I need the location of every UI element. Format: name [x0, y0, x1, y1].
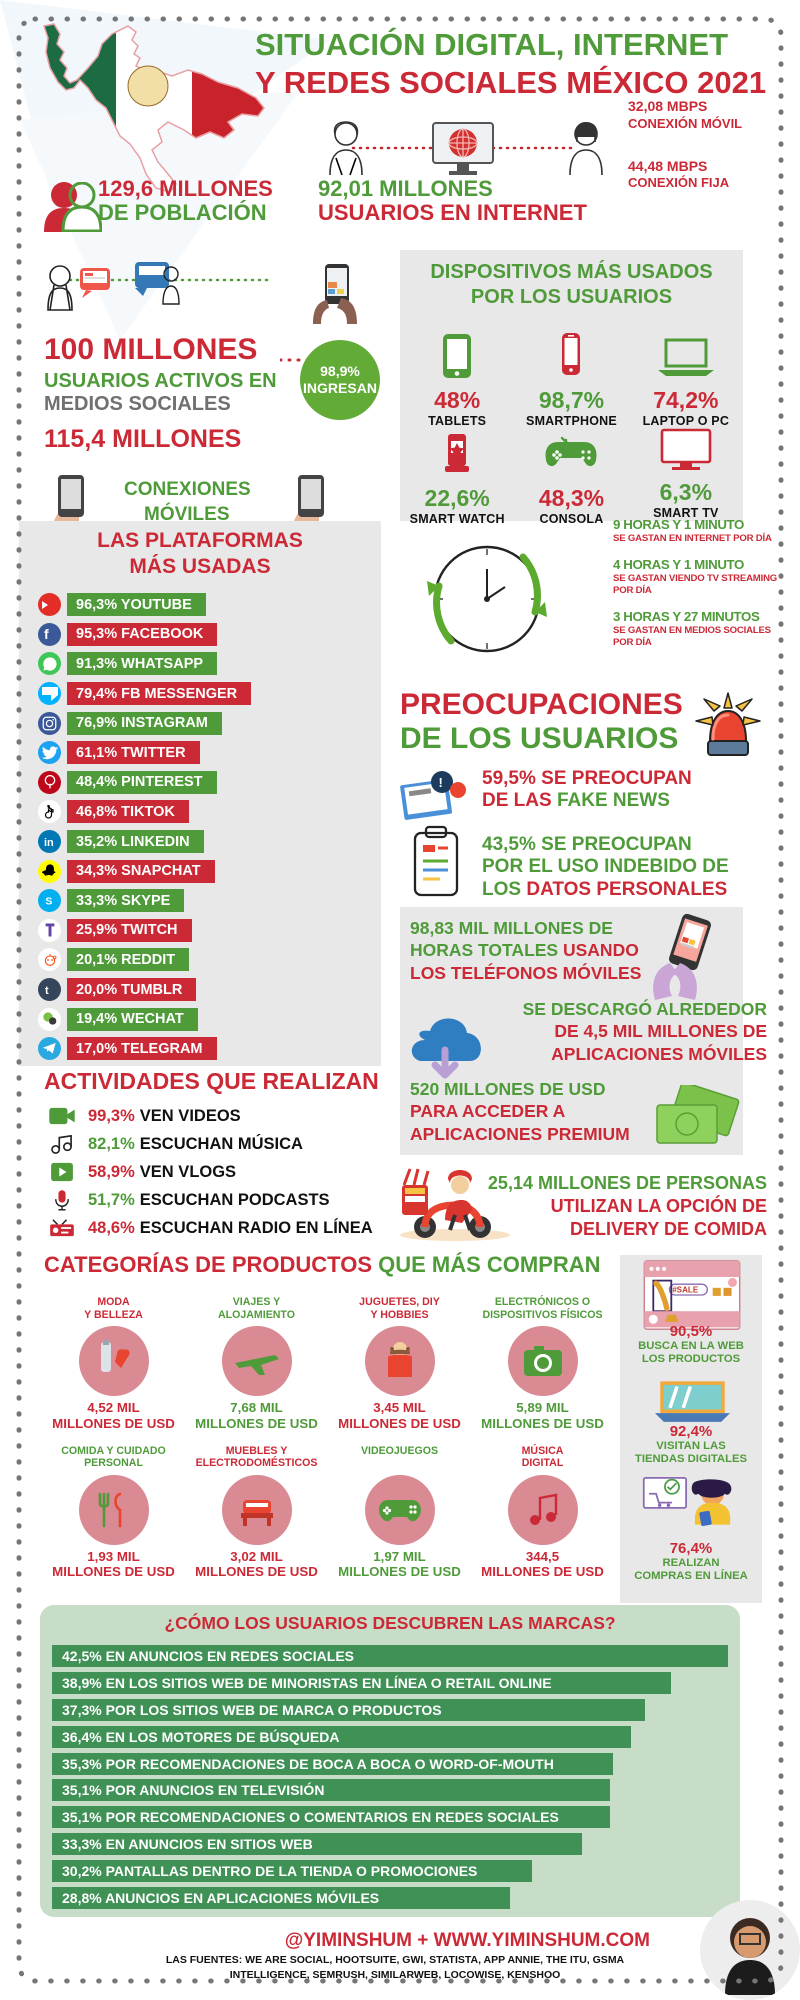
- svg-text:t: t: [45, 985, 49, 996]
- svg-text:S: S: [45, 895, 52, 907]
- svg-text:f: f: [44, 626, 49, 642]
- svg-text:CONEXIONES: CONEXIONES: [124, 479, 251, 500]
- svg-text:in: in: [44, 837, 54, 848]
- svg-text:!: !: [439, 775, 443, 790]
- svg-text:#SALE: #SALE: [672, 1285, 699, 1294]
